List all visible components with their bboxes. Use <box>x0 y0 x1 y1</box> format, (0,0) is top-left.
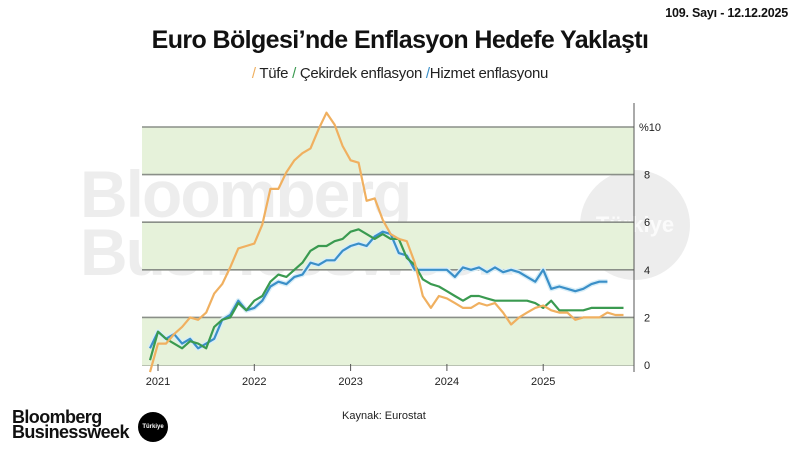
series-line-2 <box>149 230 608 350</box>
x-tick-label: 2022 <box>242 376 266 388</box>
issue-date: 109. Sayı - 12.12.2025 <box>665 6 788 20</box>
chart-band <box>142 317 634 365</box>
y-tick-label: %10 <box>639 122 661 134</box>
chart-band <box>142 127 634 175</box>
brand-logo: Bloomberg Businessweek <box>12 407 129 442</box>
chart-gridlines <box>142 126 634 366</box>
source-note: Kaynak: Eurostat <box>342 410 426 422</box>
brand-logo-line2: Businessweek <box>12 422 129 442</box>
legend-swatch-tufe: / <box>251 65 256 82</box>
legend-swatch-core: / <box>292 65 296 82</box>
chart-axes: 0 2 4 6 8 %10 2021 2022 2023 2024 2025 <box>146 103 661 388</box>
y-tick-label: 4 <box>644 265 650 277</box>
legend: / Tüfe / Çekirdek enflasyon /Hizmet enfl… <box>0 65 800 82</box>
y-tick-label: 0 <box>644 360 650 372</box>
brand-badge: Türkiye <box>138 412 168 442</box>
y-tick-label: 2 <box>644 312 650 324</box>
x-tick-label: 2024 <box>435 376 459 388</box>
x-tick-label: 2021 <box>146 376 170 388</box>
legend-label-services: Hizmet enflasyonu <box>429 65 549 82</box>
legend-swatch-services: / <box>425 65 430 82</box>
chart-bands <box>142 127 634 365</box>
y-tick-label: 6 <box>644 217 650 229</box>
legend-label-core: Çekirdek enflasyon <box>299 65 423 82</box>
x-tick-label: 2023 <box>338 376 362 388</box>
brand-logo-line1: Bloomberg <box>12 407 102 427</box>
brand-badge-text: Türkiye <box>142 424 164 430</box>
chart-series <box>147 111 624 373</box>
legend-label-tufe: Tüfe <box>259 65 289 82</box>
y-tick-label: 8 <box>644 170 650 182</box>
chart-title: Euro Bölgesi’nde Enflasyon Hedefe Yaklaş… <box>151 26 649 54</box>
series-line-0 <box>148 111 624 373</box>
x-tick-label: 2025 <box>531 376 555 388</box>
